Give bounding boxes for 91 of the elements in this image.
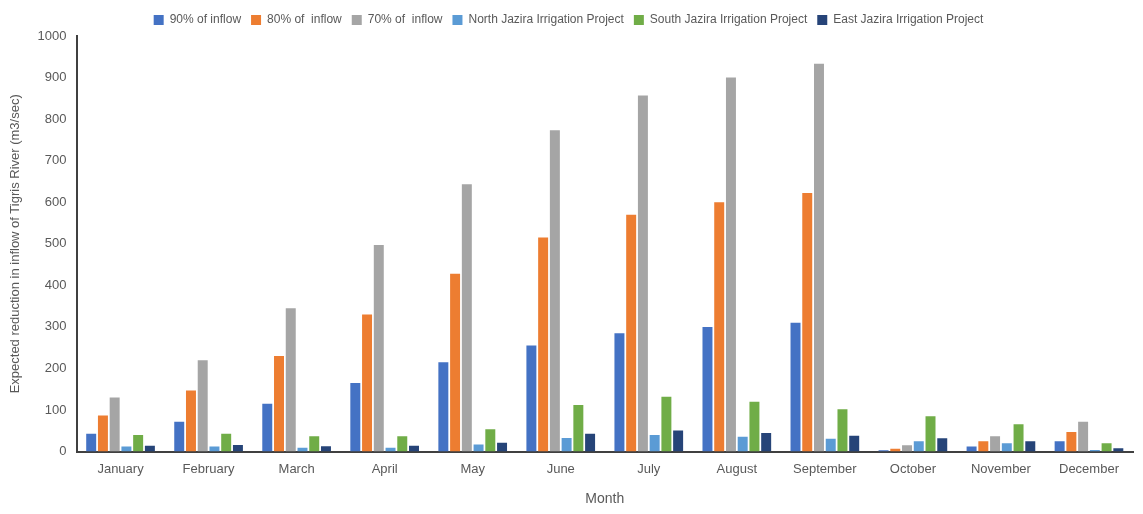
legend-label: East Jazira Irrigation Project: [833, 12, 984, 27]
bar: [1113, 448, 1124, 452]
bar: [825, 438, 836, 452]
bar: [86, 433, 97, 452]
bar: [350, 383, 361, 452]
bar: [837, 409, 848, 452]
bar: [737, 436, 748, 452]
bar: [1101, 443, 1112, 452]
x-tick-label: November: [970, 460, 1032, 476]
bar: [309, 436, 320, 452]
y-tick-label: 1000: [37, 27, 67, 43]
bar: [978, 441, 989, 452]
bar: [461, 184, 472, 452]
bar: [1013, 424, 1024, 452]
y-tick-label: 700: [44, 152, 67, 168]
bar: [661, 396, 672, 452]
x-tick-label: March: [278, 460, 315, 476]
bar: [538, 237, 549, 452]
bar: [362, 314, 373, 452]
bar: [197, 360, 208, 452]
bar: [573, 405, 584, 452]
y-tick-label: 800: [44, 110, 67, 126]
bar: [902, 445, 913, 452]
x-tick-label: October: [889, 460, 937, 476]
bar: [761, 432, 772, 452]
bar: [561, 437, 572, 452]
bar: [549, 130, 560, 452]
bar: [802, 193, 813, 452]
bar: [814, 63, 824, 452]
bar: [673, 430, 684, 452]
x-tick-label: May: [460, 460, 486, 476]
bar: [274, 356, 284, 452]
y-tick-label: 500: [44, 235, 67, 251]
x-tick-label: December: [1059, 460, 1120, 476]
legend-label: South Jazira Irrigation Project: [649, 12, 808, 27]
bar: [913, 441, 924, 452]
x-tick-label: September: [793, 460, 858, 476]
y-tick-label: 300: [44, 318, 67, 334]
bar: [185, 390, 196, 452]
bar: [450, 273, 461, 452]
y-tick-label: 900: [44, 69, 67, 85]
bar: [725, 77, 736, 452]
bar: [485, 429, 496, 452]
y-tick-label: 400: [44, 276, 67, 292]
bar: [1054, 441, 1065, 452]
bar: [320, 446, 331, 452]
bar: [262, 403, 273, 452]
bar: [133, 434, 144, 452]
y-tick-label: 600: [44, 193, 67, 209]
bar: [637, 95, 648, 452]
bar: [174, 421, 185, 452]
legend-label: North Jazira Irrigation Project: [468, 12, 625, 27]
x-tick-label: July: [637, 460, 661, 476]
bar: [1001, 443, 1012, 452]
x-tick-label: August: [716, 460, 758, 476]
x-axis-title: Month: [585, 490, 625, 507]
bar: [749, 401, 760, 452]
x-tick-label: January: [97, 460, 145, 476]
bar: [1066, 432, 1077, 452]
legend-label: 80% of inflow: [267, 12, 343, 27]
bar: [937, 438, 948, 452]
bar: [109, 397, 120, 452]
bar: [397, 436, 408, 452]
x-tick-label: February: [182, 460, 236, 476]
bar: [1078, 421, 1089, 452]
bar: [97, 415, 108, 452]
bar: [221, 433, 232, 452]
bar: [849, 435, 860, 452]
x-tick-label: April: [371, 460, 398, 476]
x-tick-label: June: [546, 460, 575, 476]
bar: [714, 202, 725, 452]
bar: [702, 326, 713, 452]
bar: [232, 444, 243, 452]
bar: [585, 433, 596, 452]
bar: [526, 345, 537, 452]
bar: [614, 333, 625, 452]
legend-label: 70% of inflow: [367, 12, 443, 27]
legend-label: 90% of inflow: [169, 12, 242, 27]
bar: [626, 214, 637, 452]
bar: [790, 322, 801, 452]
bar: [990, 436, 1001, 452]
y-tick-label: 0: [59, 443, 67, 459]
bar: [497, 442, 508, 452]
bar: [373, 245, 384, 452]
bar: [438, 362, 449, 452]
bar: [649, 434, 660, 452]
y-axis-title: Expected reduction in inflow of Tigris River (m3/sec): [7, 94, 23, 394]
bar: [1025, 441, 1036, 452]
bar: [285, 308, 296, 452]
y-tick-label: 200: [44, 360, 67, 376]
y-tick-label: 100: [44, 401, 67, 417]
